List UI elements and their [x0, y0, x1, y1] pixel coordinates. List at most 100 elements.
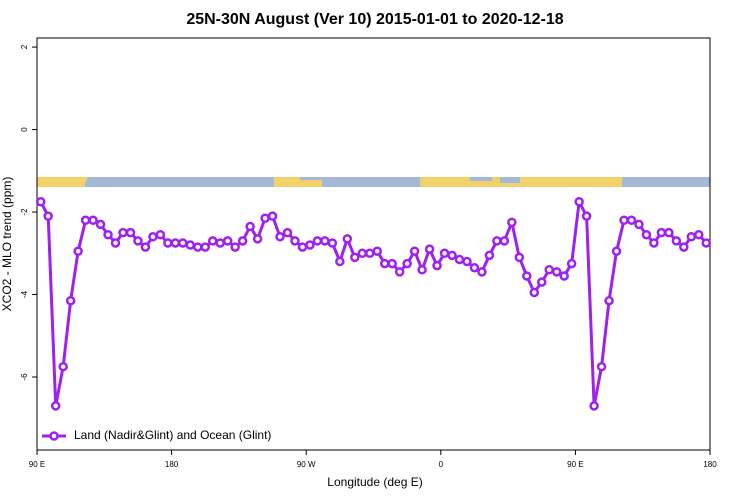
data-point	[155, 229, 166, 240]
data-point	[424, 244, 435, 254]
land-band	[300, 180, 322, 187]
data-point	[58, 361, 68, 372]
data-point	[574, 196, 584, 207]
data-point	[342, 234, 353, 244]
legend-marker	[49, 431, 59, 441]
data-point	[439, 248, 450, 259]
data-point	[110, 238, 121, 248]
land-ocean-strip	[37, 177, 710, 187]
x-tick-label: 90 E	[29, 460, 45, 469]
data-point	[387, 258, 397, 269]
data-point	[140, 242, 151, 252]
data-point	[290, 236, 300, 246]
data-point	[462, 256, 472, 267]
data-point	[604, 295, 614, 306]
data-point	[394, 267, 405, 277]
data-point	[95, 219, 106, 230]
data-point	[596, 361, 607, 372]
data-point	[626, 215, 637, 226]
x-axis-label: Longitude (deg E)	[327, 475, 422, 489]
data-point	[507, 217, 517, 228]
ocean-band	[500, 177, 520, 183]
data-point	[163, 238, 173, 248]
data-point	[178, 238, 188, 248]
data-point	[551, 267, 562, 277]
data-point	[275, 232, 285, 242]
data-point	[641, 229, 652, 240]
data-point	[402, 258, 412, 269]
data-point	[484, 250, 495, 261]
data-point	[379, 258, 390, 269]
data-point	[409, 246, 420, 256]
data-point	[686, 232, 697, 242]
data-point	[589, 401, 599, 411]
data-point	[679, 242, 689, 252]
data-point	[282, 227, 293, 238]
data-point	[207, 236, 218, 246]
data-point	[267, 211, 278, 221]
data-point	[365, 248, 375, 259]
ocean-band	[37, 177, 710, 187]
data-point	[372, 246, 382, 256]
ocean-band	[470, 177, 492, 181]
data-point	[357, 248, 368, 259]
y-tick-label: -6	[20, 373, 29, 381]
data-point	[312, 236, 323, 246]
data-point	[477, 267, 487, 277]
data-point	[125, 227, 136, 238]
land-band	[37, 177, 85, 187]
data-point	[252, 234, 263, 244]
land-band	[420, 177, 622, 187]
data-point	[499, 236, 510, 246]
data-point	[514, 252, 525, 263]
data-point	[566, 258, 577, 269]
data-point	[611, 246, 622, 256]
data-point	[237, 236, 248, 246]
data-point	[454, 254, 465, 265]
data-point	[327, 238, 338, 248]
y-tick-label: -4	[20, 290, 29, 298]
data-point	[50, 401, 61, 411]
data-point	[350, 252, 360, 263]
data-point	[222, 236, 233, 246]
data-point	[492, 236, 502, 246]
data-point	[245, 221, 255, 232]
data-point	[148, 232, 158, 242]
land-band	[274, 177, 300, 187]
data-point	[320, 236, 330, 246]
data-point	[701, 238, 712, 248]
data-point	[694, 229, 704, 240]
data-point	[671, 236, 682, 246]
chart-title: 25N-30N August (Ver 10) 2015-01-01 to 20…	[186, 11, 563, 28]
data-point	[88, 215, 98, 226]
data-point	[417, 265, 427, 275]
data-point	[544, 265, 554, 275]
data-point	[664, 227, 674, 238]
land-band	[75, 177, 88, 187]
data-point	[215, 238, 225, 248]
x-tick-label: 180	[165, 460, 179, 469]
x-tick-label: 180	[703, 460, 717, 469]
data-point	[432, 260, 442, 271]
data-point	[230, 242, 240, 252]
data-point	[185, 240, 196, 250]
data-point	[35, 196, 46, 207]
data-point	[447, 250, 457, 261]
data-point	[65, 295, 76, 306]
data-point	[118, 227, 128, 238]
data-point	[200, 242, 210, 252]
data-point	[103, 229, 113, 240]
data-point	[522, 271, 532, 281]
data-point	[634, 219, 644, 230]
data-point	[335, 256, 345, 267]
data-point	[193, 242, 203, 252]
legend-label: Land (Nadir&Glint) and Ocean (Glint)	[74, 428, 271, 442]
y-tick-label: 2	[20, 44, 29, 49]
y-tick-label: -2	[20, 208, 29, 216]
y-tick-label: 0	[20, 127, 29, 132]
data-point	[559, 271, 569, 281]
data-point	[656, 227, 667, 238]
data-point	[133, 236, 143, 246]
data-point	[80, 215, 91, 226]
data-point	[529, 287, 540, 298]
